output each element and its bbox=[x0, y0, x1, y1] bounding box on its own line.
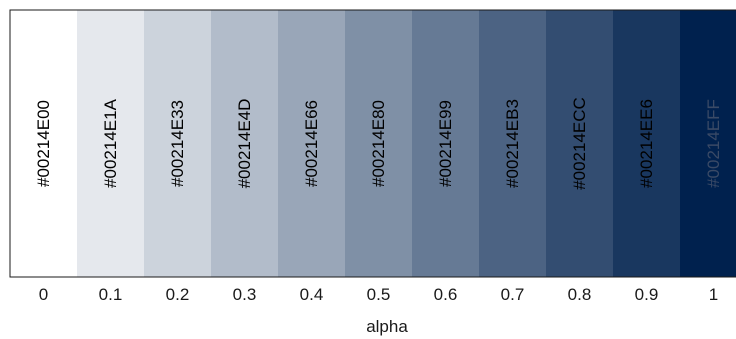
color-swatch bbox=[77, 10, 144, 277]
color-swatch bbox=[680, 10, 736, 277]
x-tick-labels: 0 0.1 0.2 0.3 0.4 0.5 0.6 0.7 0.8 0.9 1 bbox=[39, 285, 718, 304]
color-swatch bbox=[412, 10, 479, 277]
color-swatch bbox=[144, 10, 211, 277]
swatch-hex-label: #00214EFF bbox=[704, 99, 723, 188]
x-axis-label: alpha bbox=[366, 317, 408, 336]
color-swatch bbox=[211, 10, 278, 277]
swatch-hex-label: #00214E00 bbox=[34, 100, 53, 187]
color-swatch bbox=[278, 10, 345, 277]
color-swatch bbox=[479, 10, 546, 277]
x-tick-label: 1 bbox=[709, 285, 718, 304]
color-swatch bbox=[613, 10, 680, 277]
swatch-group: #00214E00 #00214E1A #00214E33 #00214E4D #002… bbox=[34, 10, 736, 277]
swatch-hex-label: #00214EB3 bbox=[503, 99, 522, 188]
swatch-hex-label: #00214E80 bbox=[369, 100, 388, 187]
x-tick-label: 0.2 bbox=[166, 285, 190, 304]
swatch-hex-label: #00214E33 bbox=[168, 100, 187, 187]
swatch-hex-label: #00214E4D bbox=[235, 99, 254, 189]
swatch-hex-label: #00214E66 bbox=[302, 100, 321, 187]
color-swatch bbox=[345, 10, 412, 277]
x-tick-label: 0.5 bbox=[367, 285, 391, 304]
swatch-hex-label: #00214E99 bbox=[436, 100, 455, 187]
x-tick-label: 0.9 bbox=[635, 285, 659, 304]
plot-frame bbox=[9, 9, 736, 278]
x-tick-label: 0.3 bbox=[233, 285, 257, 304]
swatch-hex-label: #00214EE6 bbox=[637, 99, 656, 188]
color-swatch bbox=[546, 10, 613, 277]
x-tick-label: 0.1 bbox=[99, 285, 123, 304]
swatch-hex-label: #00214ECC bbox=[570, 97, 589, 190]
x-tick-label: 0.4 bbox=[300, 285, 324, 304]
x-tick-label: 0.8 bbox=[568, 285, 592, 304]
swatch-hex-label: #00214E1A bbox=[101, 98, 120, 188]
x-tick-label: 0.6 bbox=[434, 285, 458, 304]
x-tick-label: 0.7 bbox=[501, 285, 525, 304]
x-tick-label: 0 bbox=[39, 285, 48, 304]
